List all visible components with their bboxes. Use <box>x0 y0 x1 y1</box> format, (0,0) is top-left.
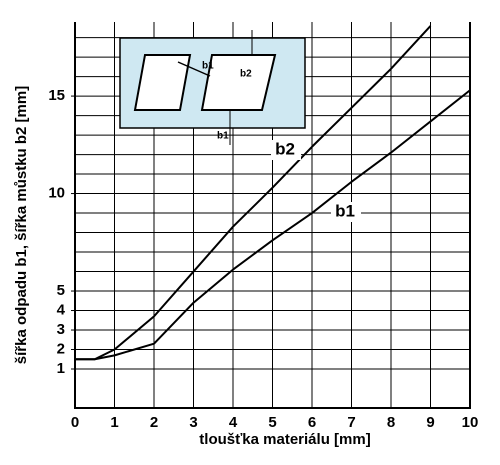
x-tick-label: 5 <box>268 414 276 431</box>
series-label: b2 <box>275 139 295 158</box>
x-tick-label: 2 <box>150 414 158 431</box>
y-tick-label: 2 <box>57 340 65 357</box>
y-tick-label: 15 <box>48 87 65 104</box>
inset-diagram: b1 b1 b2 <box>119 30 306 145</box>
y-axis-label: šířka odpadu b1, šířka můstku b2 [mm] <box>13 86 30 364</box>
x-axis-label: tloušťka materiálu [mm] <box>199 431 370 448</box>
y-tick-label: 10 <box>48 185 65 202</box>
series-label: b1 <box>335 201 355 220</box>
x-tick-label: 10 <box>462 414 479 431</box>
x-tick-label: 9 <box>426 414 434 431</box>
x-tick-label: 4 <box>229 414 238 431</box>
x-tick-label: 1 <box>110 414 118 431</box>
label-background <box>271 140 301 160</box>
y-tick-label: 1 <box>57 360 65 377</box>
x-tick-label: 3 <box>189 414 197 431</box>
label-background <box>331 202 361 222</box>
x-tick-label: 7 <box>347 414 355 431</box>
inset-label: b1 <box>202 61 214 72</box>
y-tick-label: 3 <box>57 321 65 338</box>
axes <box>74 22 471 409</box>
series-line <box>75 89 471 361</box>
blank-shape <box>133 54 192 111</box>
x-tick-label: 6 <box>308 414 316 431</box>
inset-label: b2 <box>240 69 252 80</box>
dimension-line <box>177 61 211 77</box>
series-line <box>75 25 432 361</box>
x-tick-label: 0 <box>71 414 79 431</box>
y-tick-label: 5 <box>57 282 65 299</box>
y-tick-label: 4 <box>57 301 66 318</box>
inset-label: b1 <box>217 131 229 142</box>
x-tick-label: 8 <box>387 414 395 431</box>
blank-shape <box>200 54 277 111</box>
